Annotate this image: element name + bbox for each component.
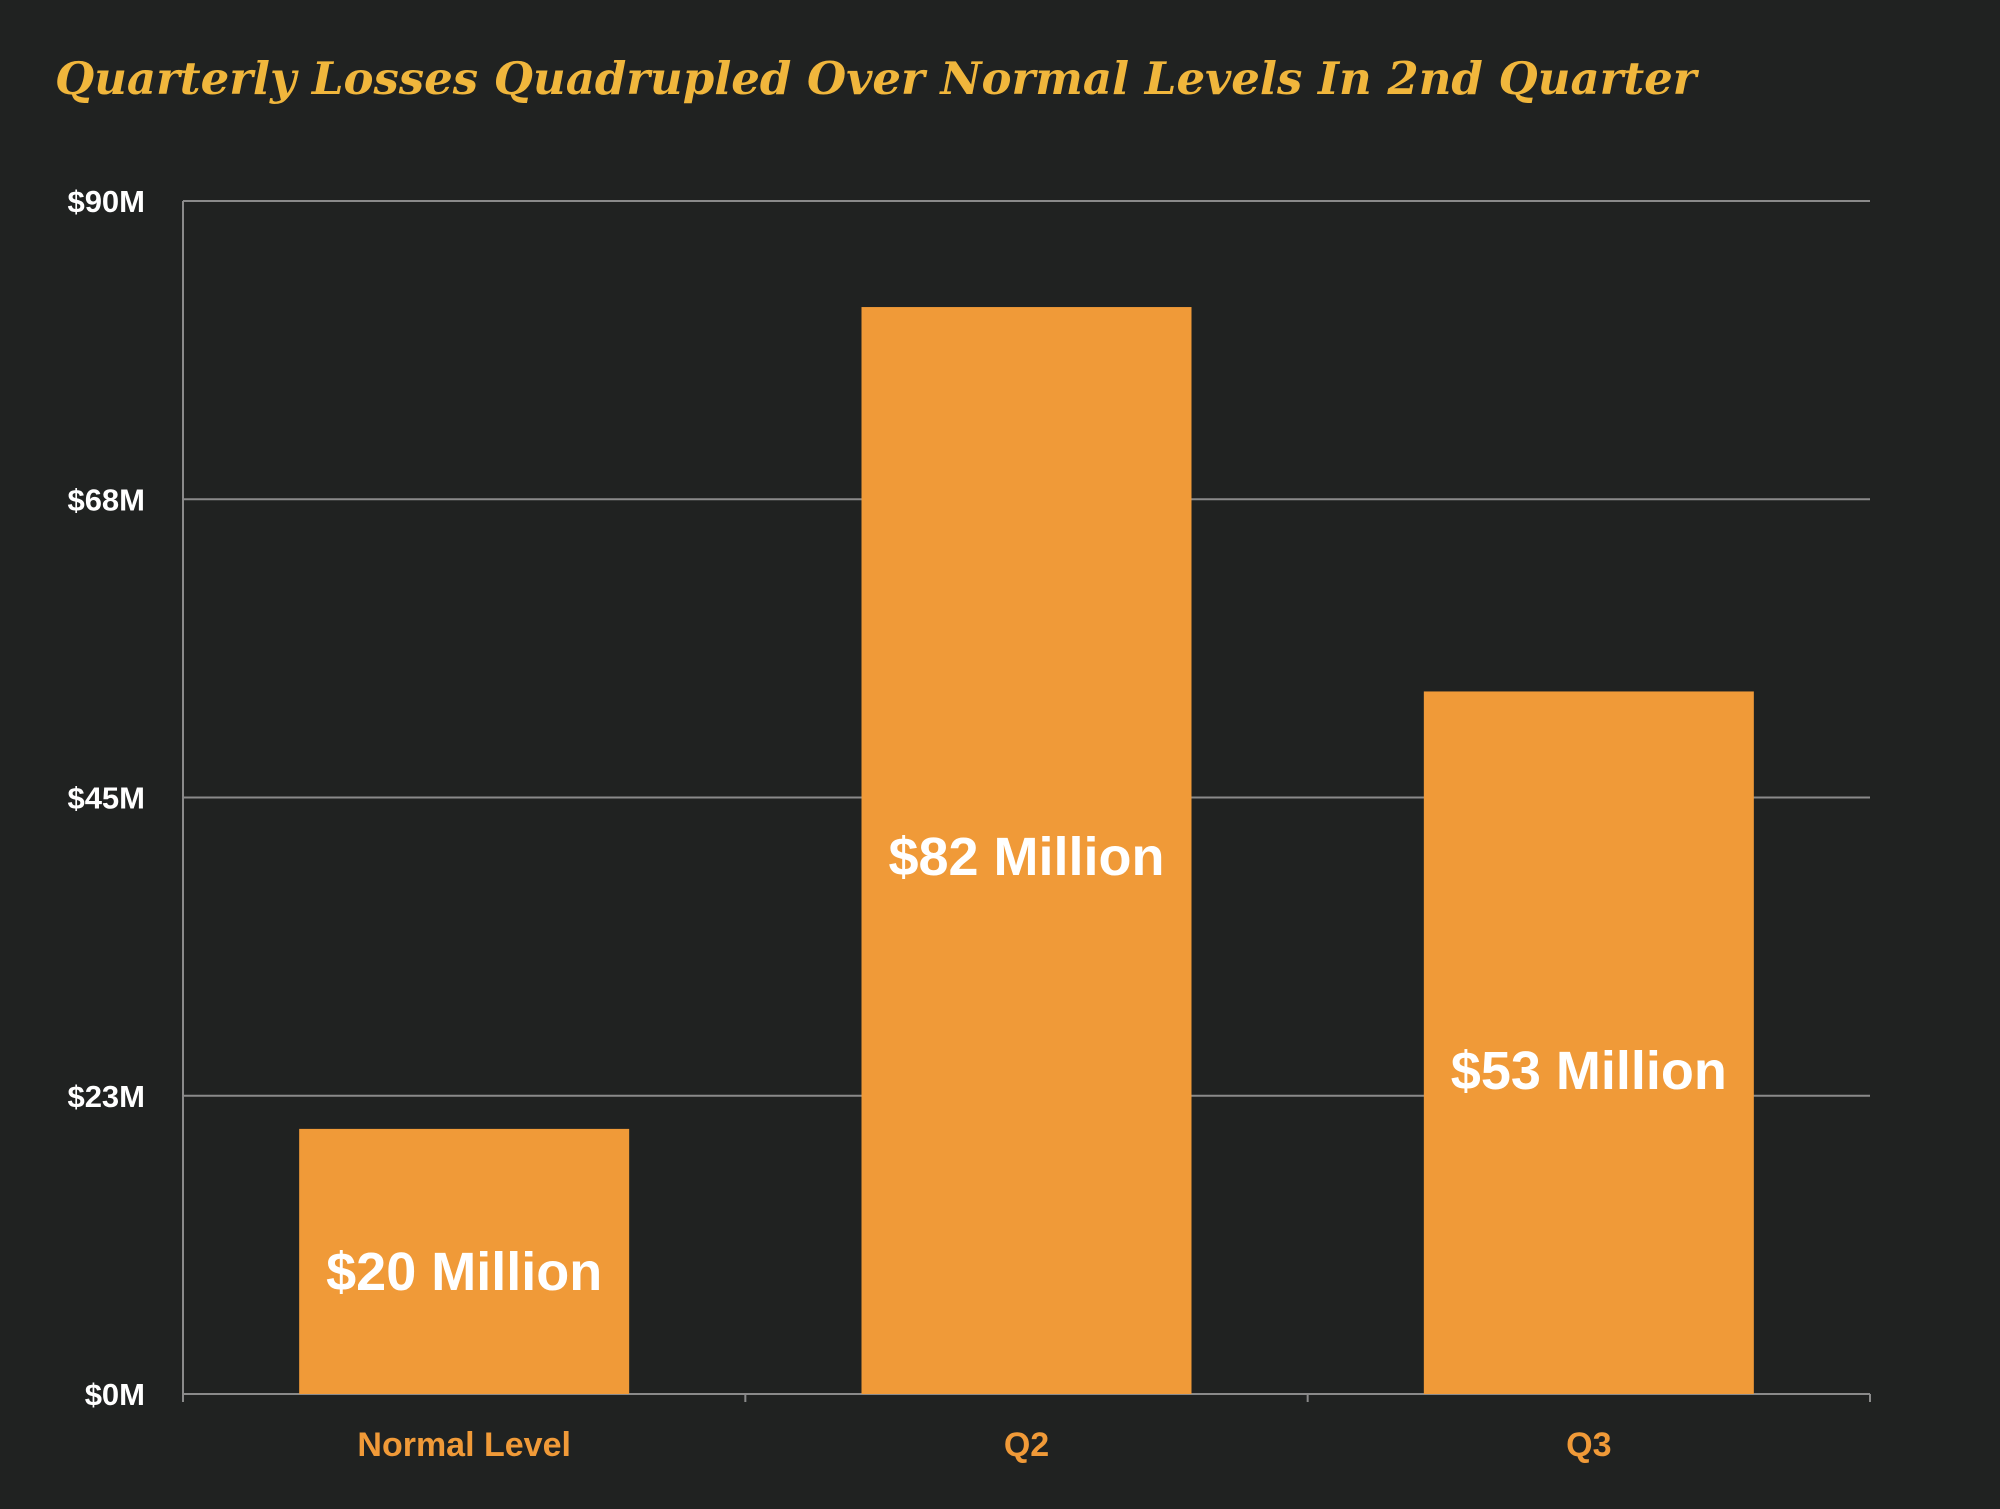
bar [861,307,1192,1394]
y-tick-label: $45M [67,781,145,816]
bar [1423,691,1754,1394]
bar [299,1128,630,1394]
x-category-label: Q2 [1004,1426,1049,1464]
x-category-label: Q3 [1566,1426,1611,1464]
y-tick-label: $90M [67,184,145,219]
bar-data-label: $20 Million [326,1242,602,1302]
bar-data-label: $53 Million [1451,1041,1727,1101]
y-tick-label: $68M [67,482,145,517]
bar-data-label: $82 Million [888,827,1164,887]
x-category-label: Normal Level [357,1426,571,1464]
y-tick-label: $0M [85,1377,145,1412]
chart-title: Quarterly Losses Quadrupled Over Normal … [55,52,1697,105]
y-tick-label: $23M [67,1079,145,1114]
